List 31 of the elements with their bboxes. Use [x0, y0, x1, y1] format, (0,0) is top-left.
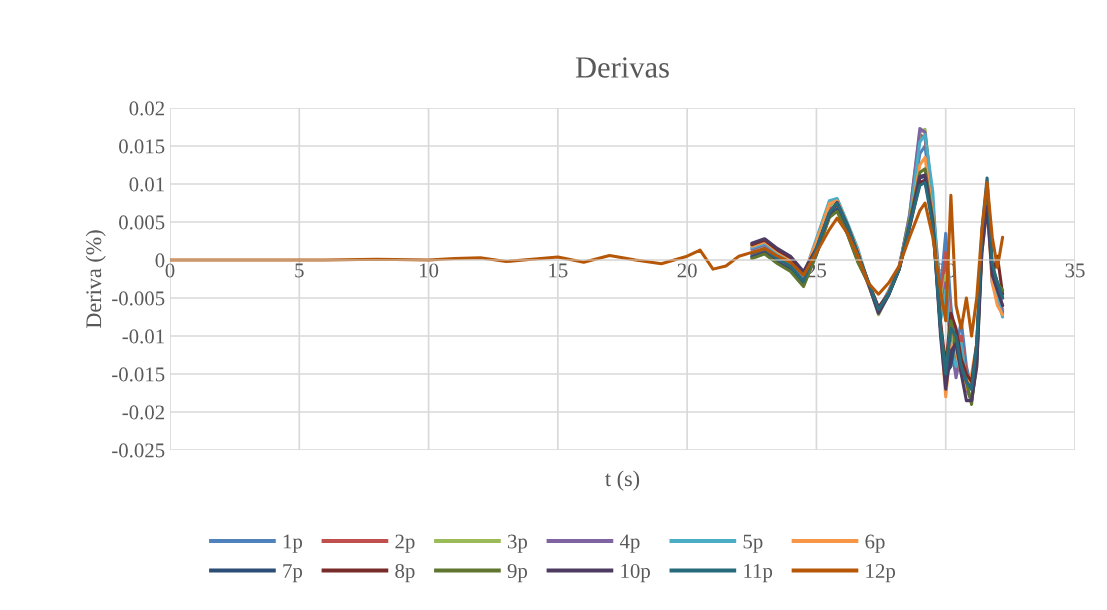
y-tick-label: 0.005 — [119, 215, 165, 230]
y-tick-label: 0.02 — [129, 101, 164, 116]
x-tick-label: 10 — [419, 263, 439, 278]
legend-label: 5p — [743, 534, 763, 553]
y-tick-label: -0.01 — [122, 329, 164, 344]
legend-label: 7p — [283, 564, 303, 583]
legend-label: 10p — [621, 563, 650, 583]
legend-label: 11p — [744, 564, 773, 583]
y-tick-label: 0 — [155, 253, 165, 268]
legend-label: 12p — [866, 563, 895, 583]
x-tick-label: 20 — [677, 263, 697, 278]
legend-label: 8p — [395, 563, 415, 583]
legend-label: 6p — [865, 534, 885, 553]
y-axis-title: Deriva (%) — [85, 230, 106, 329]
legend-label: 9p — [507, 563, 528, 583]
y-tick-label: -0.025 — [112, 443, 165, 458]
chart-title: Derivas — [575, 57, 669, 78]
y-tick-label: 0.01 — [129, 177, 164, 192]
legend-label: 3p — [508, 534, 528, 553]
legend-label: 2p — [395, 534, 415, 553]
x-tick-label: 15 — [549, 263, 568, 278]
y-tick-label: -0.015 — [112, 367, 165, 382]
x-axis-title: t (s) — [605, 470, 640, 491]
legend-label: 1p — [283, 534, 303, 553]
legend-label: 4p — [619, 534, 640, 553]
x-tick-label: 0 — [165, 263, 175, 278]
x-tick-label: 35 — [1065, 263, 1085, 278]
y-tick-label: -0.02 — [122, 405, 164, 420]
x-tick-label: 5 — [295, 263, 304, 278]
y-tick-label: -0.005 — [112, 291, 165, 306]
y-tick-label: 0.015 — [119, 139, 165, 154]
